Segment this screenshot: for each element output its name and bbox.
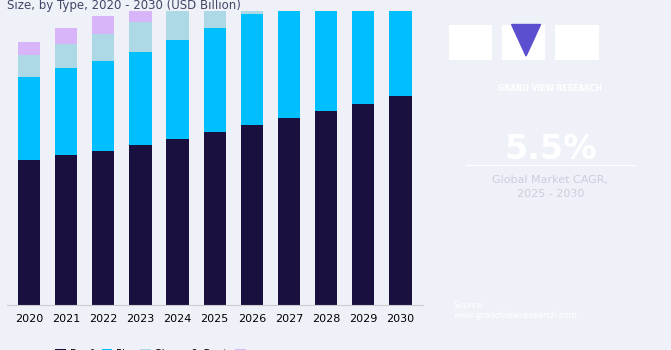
- Bar: [55, 44, 77, 68]
- Bar: [278, 119, 300, 304]
- Bar: [241, 14, 263, 125]
- Bar: [241, 125, 263, 304]
- Bar: [130, 52, 152, 145]
- Polygon shape: [511, 25, 541, 56]
- Text: GRAND VIEW RESEARCH: GRAND VIEW RESEARCH: [498, 84, 603, 93]
- Bar: [92, 61, 115, 150]
- Text: Size, by Type, 2020 - 2030 (USD Billion): Size, by Type, 2020 - 2030 (USD Billion): [7, 0, 241, 12]
- Bar: [278, 0, 300, 1]
- Bar: [18, 77, 40, 160]
- Text: Global Market CAGR,
2025 - 2030: Global Market CAGR, 2025 - 2030: [493, 175, 608, 199]
- Bar: [55, 28, 77, 44]
- Bar: [352, 104, 374, 304]
- Bar: [166, 40, 189, 139]
- FancyBboxPatch shape: [555, 25, 599, 60]
- Bar: [203, 0, 226, 28]
- Bar: [55, 68, 77, 155]
- Bar: [18, 160, 40, 304]
- Bar: [55, 155, 77, 304]
- FancyBboxPatch shape: [502, 25, 546, 60]
- Bar: [241, 0, 263, 14]
- Bar: [166, 7, 189, 40]
- FancyBboxPatch shape: [449, 25, 493, 60]
- Bar: [92, 34, 115, 61]
- Bar: [352, 0, 374, 104]
- Bar: [203, 132, 226, 304]
- Bar: [278, 1, 300, 119]
- Bar: [18, 42, 40, 55]
- Text: Source:
www.grandviewresearch.com: Source: www.grandviewresearch.com: [454, 301, 578, 320]
- Bar: [130, 2, 152, 22]
- Bar: [315, 111, 338, 304]
- Text: 5.5%: 5.5%: [504, 133, 597, 166]
- Bar: [166, 0, 189, 7]
- Bar: [130, 145, 152, 304]
- Bar: [315, 0, 338, 111]
- Bar: [92, 150, 115, 304]
- Bar: [166, 139, 189, 304]
- Bar: [18, 55, 40, 77]
- Bar: [389, 0, 411, 96]
- Legend: Beef, Pig, Sheep & Goat, Others (Veal & Vension): Beef, Pig, Sheep & Goat, Others (Veal & …: [51, 345, 378, 350]
- Bar: [130, 22, 152, 52]
- Bar: [389, 96, 411, 304]
- Bar: [203, 28, 226, 132]
- Bar: [92, 16, 115, 34]
